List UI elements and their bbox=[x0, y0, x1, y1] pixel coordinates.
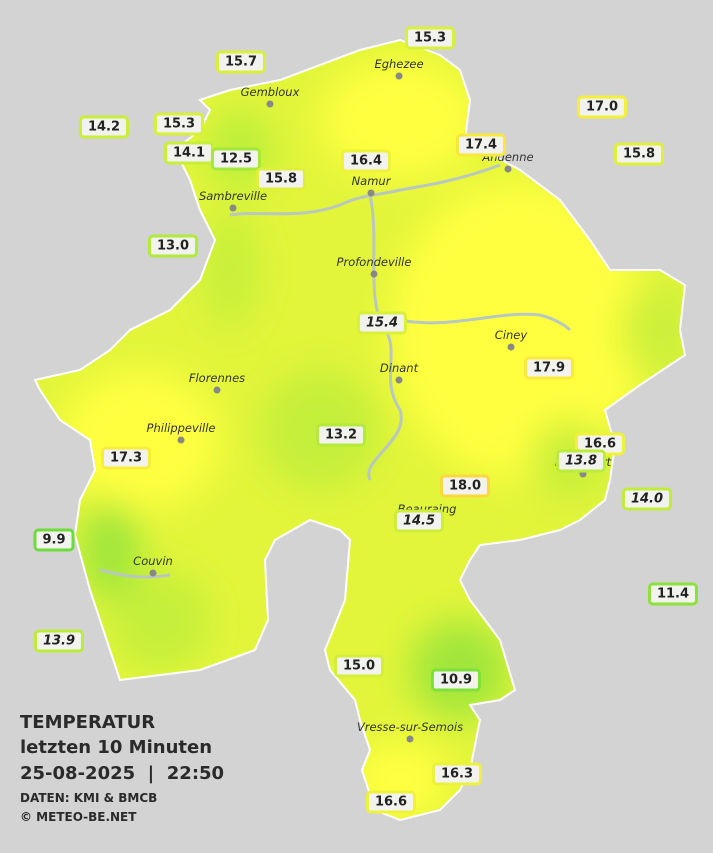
city-dot bbox=[213, 386, 221, 394]
subtitle: letzten 10 Minuten bbox=[20, 737, 213, 758]
city-dot bbox=[395, 72, 403, 80]
city-dot bbox=[507, 343, 515, 351]
station-value: 13.2 bbox=[315, 423, 367, 447]
timestamp: 25-08-2025 | 22:50 bbox=[20, 763, 225, 784]
city-label: Philippeville bbox=[146, 421, 216, 435]
title: TEMPERATUR bbox=[20, 712, 156, 733]
city-label: Ciney bbox=[494, 328, 528, 342]
city-dot bbox=[406, 735, 414, 743]
station-value: 10.9 bbox=[430, 668, 482, 692]
station-value: 15.8 bbox=[613, 142, 665, 166]
station-value: 15.4 bbox=[356, 311, 408, 335]
station-value: 14.0 bbox=[621, 487, 673, 511]
city-label: Couvin bbox=[133, 554, 173, 568]
site: © METEO-BE.NET bbox=[20, 810, 137, 824]
station-value: 11.4 bbox=[647, 582, 699, 606]
city-label: Profondeville bbox=[336, 255, 412, 269]
station-value: 17.0 bbox=[576, 95, 628, 119]
city-dot bbox=[370, 270, 378, 278]
city-dot bbox=[229, 204, 237, 212]
city-dot bbox=[395, 376, 403, 384]
station-value: 17.4 bbox=[455, 133, 507, 157]
station-value: 15.0 bbox=[333, 654, 385, 678]
city-dot bbox=[149, 569, 157, 577]
city-label: Dinant bbox=[379, 361, 419, 375]
station-value: 15.3 bbox=[153, 112, 205, 136]
station-value: 13.0 bbox=[147, 234, 199, 258]
city-dot bbox=[504, 165, 512, 173]
city-dot bbox=[367, 189, 375, 197]
station-value: 15.3 bbox=[404, 26, 456, 50]
station-value: 16.6 bbox=[365, 790, 417, 814]
station-value: 9.9 bbox=[33, 528, 75, 552]
station-value: 15.7 bbox=[215, 50, 267, 74]
station-value: 12.5 bbox=[210, 147, 262, 171]
source: DATEN: KMI & BMCB bbox=[20, 791, 158, 805]
station-value: 16.3 bbox=[431, 762, 483, 786]
city-dot bbox=[266, 100, 274, 108]
station-value: 14.5 bbox=[393, 509, 445, 533]
city-label: Namur bbox=[351, 174, 391, 188]
station-value: 15.8 bbox=[255, 167, 307, 191]
station-value: 14.1 bbox=[163, 141, 215, 165]
station-value: 16.4 bbox=[340, 149, 392, 173]
city-dot bbox=[177, 436, 185, 444]
city-label: Eghezee bbox=[374, 57, 424, 71]
city-label: Florennes bbox=[188, 371, 246, 385]
station-value: 14.2 bbox=[78, 115, 130, 139]
station-value: 13.9 bbox=[33, 629, 85, 653]
station-value: 18.0 bbox=[439, 474, 491, 498]
city-label: Vresse-sur-Semois bbox=[356, 720, 464, 734]
station-value: 13.8 bbox=[555, 449, 607, 473]
city-label: Sambreville bbox=[198, 189, 268, 203]
station-value: 17.3 bbox=[100, 446, 152, 470]
station-value: 17.9 bbox=[523, 356, 575, 380]
city-label: Gembloux bbox=[240, 85, 300, 99]
